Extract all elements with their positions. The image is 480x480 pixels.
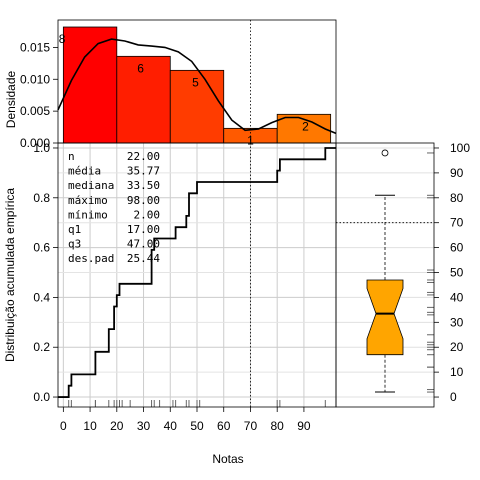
ecdf-x-axis-title: Notas	[212, 452, 243, 466]
stats-value: 22.00	[127, 150, 160, 163]
ecdf-xtick-label: 80	[271, 419, 285, 433]
box-ytick-label: 60	[450, 241, 464, 255]
ecdf-ytick-label: 0.8	[33, 191, 50, 205]
stats-label: q3	[68, 238, 81, 251]
ecdf-step-line	[58, 147, 336, 398]
histogram-bar	[169, 69, 225, 144]
histogram-count-label: 6	[137, 61, 144, 75]
ecdf-xtick-label: 20	[110, 419, 124, 433]
histogram-bar	[116, 55, 171, 144]
histogram-count-label: 2	[302, 119, 309, 133]
box-ytick-label: 80	[450, 191, 464, 205]
box-ytick-label: 0	[450, 390, 457, 404]
ecdf-xtick-label: 70	[244, 419, 258, 433]
histogram-ytick-label: 0.015	[20, 40, 50, 54]
stats-label: mediana	[68, 179, 114, 192]
ecdf-y-axis-title: Distribuição acumulada empírica	[3, 188, 17, 362]
ecdf-xtick-label: 50	[190, 419, 204, 433]
ecdf-xtick-label: 30	[137, 419, 151, 433]
stats-value: 2.00	[134, 208, 161, 221]
box-ytick-label: 70	[450, 216, 464, 230]
box-ytick-label: 90	[450, 166, 464, 180]
boxplot-box	[366, 279, 404, 356]
ecdf-ytick-label: 0.4	[33, 290, 50, 304]
box-ytick-label: 30	[450, 315, 464, 329]
stats-label: n	[68, 150, 75, 163]
stats-value: 47.00	[127, 238, 160, 251]
ecdf-ytick-label: 1.0	[33, 141, 50, 155]
histogram-y-axis-title: Densidade	[4, 70, 18, 128]
box-ytick-label: 20	[450, 340, 464, 354]
ecdf-ytick-label: 0.6	[33, 241, 50, 255]
stats-value: 25.44	[127, 252, 160, 265]
ecdf-xtick-label: 60	[217, 419, 231, 433]
box-ytick-label: 10	[450, 365, 464, 379]
stats-value: 35.77	[127, 165, 160, 178]
ecdf-xtick-label: 0	[60, 419, 67, 433]
stats-label: q1	[68, 223, 81, 236]
boxplot-frame	[335, 142, 435, 408]
box-ytick-label: 40	[450, 290, 464, 304]
ecdf-xtick-label: 10	[83, 419, 97, 433]
stats-label: máximo	[68, 194, 108, 207]
box-ytick-label: 100	[450, 141, 470, 155]
stats-value: 17.00	[127, 223, 160, 236]
histogram-bar	[62, 26, 118, 144]
ecdf-xtick-label: 40	[164, 419, 178, 433]
ecdf-ytick-label: 0.2	[33, 340, 50, 354]
histogram-count-label: 5	[192, 75, 199, 89]
stats-label: des.pad	[68, 252, 114, 265]
histogram-ytick-label: 0.005	[20, 104, 50, 118]
histogram-count-label: 8	[59, 32, 66, 46]
stats-value: 98.00	[127, 194, 160, 207]
histogram-ytick-label: 0.010	[20, 72, 50, 86]
density-curve	[57, 38, 337, 135]
stats-label: mínimo	[68, 208, 108, 221]
ecdf-xtick-label: 90	[297, 419, 311, 433]
histogram-ytick-label: 0.000	[20, 136, 50, 150]
box-ytick-label: 50	[450, 266, 464, 280]
boxplot-outlier	[381, 149, 389, 157]
ecdf-ytick-label: 0.0	[33, 390, 50, 404]
stats-value: 33.50	[127, 179, 160, 192]
stats-label: média	[68, 165, 101, 178]
